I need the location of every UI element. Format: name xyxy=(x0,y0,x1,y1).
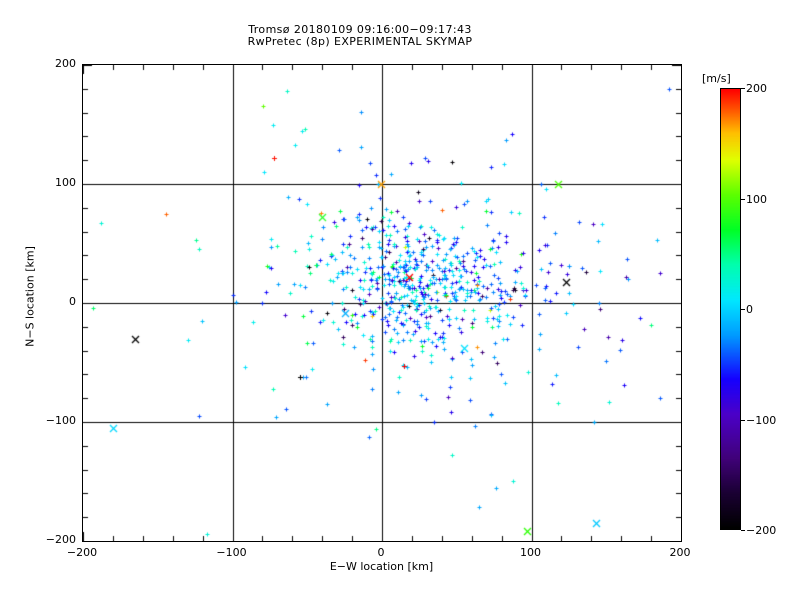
x-tick-label: 0 xyxy=(377,546,385,559)
colorbar-tick-mark xyxy=(741,309,745,310)
colorbar-tick-mark xyxy=(741,199,745,200)
x-axis-title: E−W location [km] xyxy=(329,560,434,573)
colorbar-unit-label: [m/s] xyxy=(702,72,731,85)
title-line-1: Tromsø 20180109 09:16:00−09:17:43 xyxy=(248,23,472,36)
scatter-layer xyxy=(83,65,681,541)
colorbar-tick-mark xyxy=(741,530,745,531)
y-tick-label: 200 xyxy=(55,57,76,70)
colorbar-tick-label: −100 xyxy=(746,413,777,427)
y-axis-title: N−S location [km] xyxy=(23,246,37,347)
y-tick-label: −100 xyxy=(45,414,76,427)
colorbar-tick-mark xyxy=(741,88,745,89)
colorbar xyxy=(720,88,741,530)
x-tick-label: −100 xyxy=(216,546,247,559)
colorbar-tick-label: 0 xyxy=(746,303,753,316)
y-tick-label: −200 xyxy=(45,533,76,546)
title-line-2: RwPretec (8p) EXPERIMENTAL SKYMAP xyxy=(247,35,473,48)
colorbar-tick-label: 100 xyxy=(746,192,767,206)
plot-area xyxy=(82,64,682,542)
y-tick-label: 100 xyxy=(55,176,76,189)
x-tick-label: 100 xyxy=(520,546,541,559)
colorbar-tick-label: −200 xyxy=(746,524,777,537)
x-tick-label: −200 xyxy=(66,546,98,559)
colorbar-tick-label: 200 xyxy=(746,82,767,95)
figure-title: Tromsø 20180109 09:16:00−09:17:43 RwPret… xyxy=(0,24,720,48)
colorbar-tick-mark xyxy=(741,420,745,421)
colorbar-gradient xyxy=(720,88,741,530)
x-tick-label: 200 xyxy=(669,546,691,559)
y-tick-label: 0 xyxy=(69,295,76,308)
